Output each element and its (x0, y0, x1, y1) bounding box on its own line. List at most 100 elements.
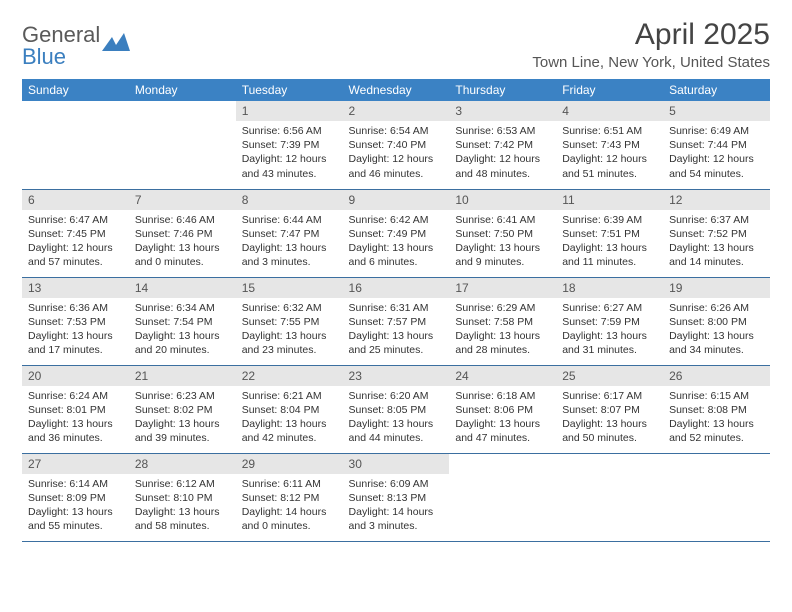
sunset-text: Sunset: 8:00 PM (669, 315, 764, 329)
daylight-text: Daylight: 14 hours and 0 minutes. (242, 505, 337, 533)
day-cell: 18Sunrise: 6:27 AMSunset: 7:59 PMDayligh… (556, 277, 663, 365)
sunset-text: Sunset: 7:40 PM (349, 138, 444, 152)
day-cell: 9Sunrise: 6:42 AMSunset: 7:49 PMDaylight… (343, 189, 450, 277)
day-cell: 20Sunrise: 6:24 AMSunset: 8:01 PMDayligh… (22, 365, 129, 453)
day-number: 23 (343, 366, 450, 386)
day-content: Sunrise: 6:15 AMSunset: 8:08 PMDaylight:… (663, 386, 770, 449)
daylight-text: Daylight: 12 hours and 48 minutes. (455, 152, 550, 180)
sunrise-text: Sunrise: 6:46 AM (135, 213, 230, 227)
sunset-text: Sunset: 7:39 PM (242, 138, 337, 152)
sunrise-text: Sunrise: 6:53 AM (455, 124, 550, 138)
sunset-text: Sunset: 7:51 PM (562, 227, 657, 241)
day-content: Sunrise: 6:56 AMSunset: 7:39 PMDaylight:… (236, 121, 343, 184)
day-cell: 5Sunrise: 6:49 AMSunset: 7:44 PMDaylight… (663, 101, 770, 189)
sunset-text: Sunset: 7:43 PM (562, 138, 657, 152)
day-cell (556, 453, 663, 541)
calendar-body: 1Sunrise: 6:56 AMSunset: 7:39 PMDaylight… (22, 101, 770, 541)
sunset-text: Sunset: 7:53 PM (28, 315, 123, 329)
day-cell: 14Sunrise: 6:34 AMSunset: 7:54 PMDayligh… (129, 277, 236, 365)
sunrise-text: Sunrise: 6:56 AM (242, 124, 337, 138)
sunrise-text: Sunrise: 6:47 AM (28, 213, 123, 227)
day-cell: 11Sunrise: 6:39 AMSunset: 7:51 PMDayligh… (556, 189, 663, 277)
day-number: 14 (129, 278, 236, 298)
day-cell: 22Sunrise: 6:21 AMSunset: 8:04 PMDayligh… (236, 365, 343, 453)
day-cell: 30Sunrise: 6:09 AMSunset: 8:13 PMDayligh… (343, 453, 450, 541)
sunrise-text: Sunrise: 6:44 AM (242, 213, 337, 227)
day-cell: 19Sunrise: 6:26 AMSunset: 8:00 PMDayligh… (663, 277, 770, 365)
day-content: Sunrise: 6:27 AMSunset: 7:59 PMDaylight:… (556, 298, 663, 361)
day-cell: 1Sunrise: 6:56 AMSunset: 7:39 PMDaylight… (236, 101, 343, 189)
day-cell (22, 101, 129, 189)
sunset-text: Sunset: 8:06 PM (455, 403, 550, 417)
logo: General Blue (22, 24, 130, 68)
week-row: 1Sunrise: 6:56 AMSunset: 7:39 PMDaylight… (22, 101, 770, 189)
day-header: Tuesday (236, 79, 343, 101)
day-cell: 6Sunrise: 6:47 AMSunset: 7:45 PMDaylight… (22, 189, 129, 277)
day-cell: 28Sunrise: 6:12 AMSunset: 8:10 PMDayligh… (129, 453, 236, 541)
day-content: Sunrise: 6:54 AMSunset: 7:40 PMDaylight:… (343, 121, 450, 184)
day-cell: 16Sunrise: 6:31 AMSunset: 7:57 PMDayligh… (343, 277, 450, 365)
sunrise-text: Sunrise: 6:21 AM (242, 389, 337, 403)
sunrise-text: Sunrise: 6:09 AM (349, 477, 444, 491)
day-number: 12 (663, 190, 770, 210)
sunrise-text: Sunrise: 6:18 AM (455, 389, 550, 403)
daylight-text: Daylight: 12 hours and 51 minutes. (562, 152, 657, 180)
day-content: Sunrise: 6:29 AMSunset: 7:58 PMDaylight:… (449, 298, 556, 361)
day-cell: 8Sunrise: 6:44 AMSunset: 7:47 PMDaylight… (236, 189, 343, 277)
daylight-text: Daylight: 13 hours and 47 minutes. (455, 417, 550, 445)
location-text: Town Line, New York, United States (532, 54, 770, 71)
day-number: 8 (236, 190, 343, 210)
sunset-text: Sunset: 7:59 PM (562, 315, 657, 329)
daylight-text: Daylight: 13 hours and 58 minutes. (135, 505, 230, 533)
sunrise-text: Sunrise: 6:51 AM (562, 124, 657, 138)
day-content: Sunrise: 6:39 AMSunset: 7:51 PMDaylight:… (556, 210, 663, 273)
day-number: 11 (556, 190, 663, 210)
day-header: Thursday (449, 79, 556, 101)
sunset-text: Sunset: 8:01 PM (28, 403, 123, 417)
sunrise-text: Sunrise: 6:15 AM (669, 389, 764, 403)
sunset-text: Sunset: 8:04 PM (242, 403, 337, 417)
daylight-text: Daylight: 13 hours and 11 minutes. (562, 241, 657, 269)
title-block: April 2025 Town Line, New York, United S… (532, 18, 770, 71)
sunrise-text: Sunrise: 6:32 AM (242, 301, 337, 315)
day-number: 5 (663, 101, 770, 121)
day-cell: 3Sunrise: 6:53 AMSunset: 7:42 PMDaylight… (449, 101, 556, 189)
daylight-text: Daylight: 13 hours and 42 minutes. (242, 417, 337, 445)
sunrise-text: Sunrise: 6:17 AM (562, 389, 657, 403)
day-number: 6 (22, 190, 129, 210)
sunrise-text: Sunrise: 6:41 AM (455, 213, 550, 227)
daylight-text: Daylight: 13 hours and 50 minutes. (562, 417, 657, 445)
sunrise-text: Sunrise: 6:42 AM (349, 213, 444, 227)
day-content: Sunrise: 6:42 AMSunset: 7:49 PMDaylight:… (343, 210, 450, 273)
day-cell: 2Sunrise: 6:54 AMSunset: 7:40 PMDaylight… (343, 101, 450, 189)
day-content: Sunrise: 6:47 AMSunset: 7:45 PMDaylight:… (22, 210, 129, 273)
daylight-text: Daylight: 13 hours and 23 minutes. (242, 329, 337, 357)
day-content: Sunrise: 6:41 AMSunset: 7:50 PMDaylight:… (449, 210, 556, 273)
sunset-text: Sunset: 8:13 PM (349, 491, 444, 505)
week-row: 27Sunrise: 6:14 AMSunset: 8:09 PMDayligh… (22, 453, 770, 541)
sunrise-text: Sunrise: 6:31 AM (349, 301, 444, 315)
day-header: Wednesday (343, 79, 450, 101)
day-header: Monday (129, 79, 236, 101)
day-number: 30 (343, 454, 450, 474)
sunrise-text: Sunrise: 6:14 AM (28, 477, 123, 491)
week-row: 13Sunrise: 6:36 AMSunset: 7:53 PMDayligh… (22, 277, 770, 365)
daylight-text: Daylight: 13 hours and 55 minutes. (28, 505, 123, 533)
day-cell: 23Sunrise: 6:20 AMSunset: 8:05 PMDayligh… (343, 365, 450, 453)
day-content: Sunrise: 6:21 AMSunset: 8:04 PMDaylight:… (236, 386, 343, 449)
day-cell: 24Sunrise: 6:18 AMSunset: 8:06 PMDayligh… (449, 365, 556, 453)
week-row: 6Sunrise: 6:47 AMSunset: 7:45 PMDaylight… (22, 189, 770, 277)
day-cell (449, 453, 556, 541)
day-content: Sunrise: 6:37 AMSunset: 7:52 PMDaylight:… (663, 210, 770, 273)
day-content: Sunrise: 6:46 AMSunset: 7:46 PMDaylight:… (129, 210, 236, 273)
daylight-text: Daylight: 13 hours and 14 minutes. (669, 241, 764, 269)
daylight-text: Daylight: 13 hours and 36 minutes. (28, 417, 123, 445)
sunset-text: Sunset: 8:09 PM (28, 491, 123, 505)
day-number: 3 (449, 101, 556, 121)
day-content: Sunrise: 6:14 AMSunset: 8:09 PMDaylight:… (22, 474, 129, 537)
sunrise-text: Sunrise: 6:26 AM (669, 301, 764, 315)
logo-wave-icon (102, 33, 130, 58)
day-number: 26 (663, 366, 770, 386)
day-content: Sunrise: 6:34 AMSunset: 7:54 PMDaylight:… (129, 298, 236, 361)
sunset-text: Sunset: 7:45 PM (28, 227, 123, 241)
